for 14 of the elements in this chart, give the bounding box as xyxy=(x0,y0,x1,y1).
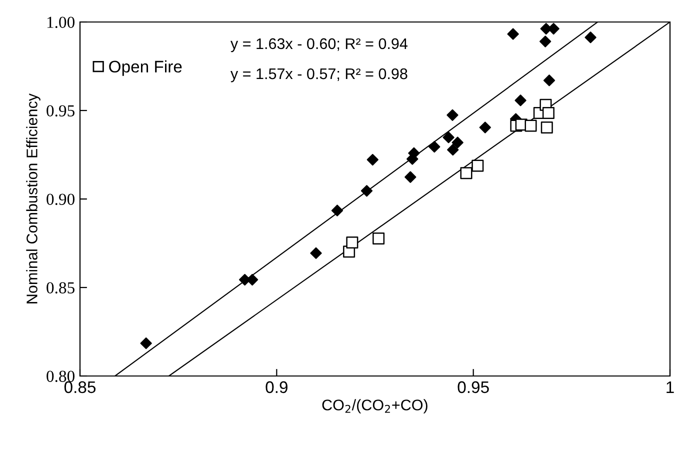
y-axis-title: Nominal Combustion Efficiency xyxy=(26,93,40,304)
y-tick-label: 0.95 xyxy=(46,105,74,117)
y-tick-label: 1.00 xyxy=(47,16,75,28)
x-tick-label: 0.9 xyxy=(266,381,288,394)
x-tick-label: 0.85 xyxy=(64,381,96,394)
y-tick-label: 0.85 xyxy=(46,282,74,294)
x-tick-label: 1 xyxy=(666,381,674,393)
y-tick-label: 0.90 xyxy=(46,194,75,206)
annotation: y = 1.63x - 0.60; R² = 0.94 xyxy=(230,38,408,52)
x-axis-title: CO$_{2}$/(CO$_{2}$+CO) xyxy=(322,399,428,414)
legend-label: Open Fire xyxy=(109,60,182,76)
y-tick-label: 0.80 xyxy=(46,370,75,382)
x-tick-label: 0.95 xyxy=(458,381,489,394)
annotation: y = 1.57x - 0.57; R² = 0.98 xyxy=(230,68,408,82)
